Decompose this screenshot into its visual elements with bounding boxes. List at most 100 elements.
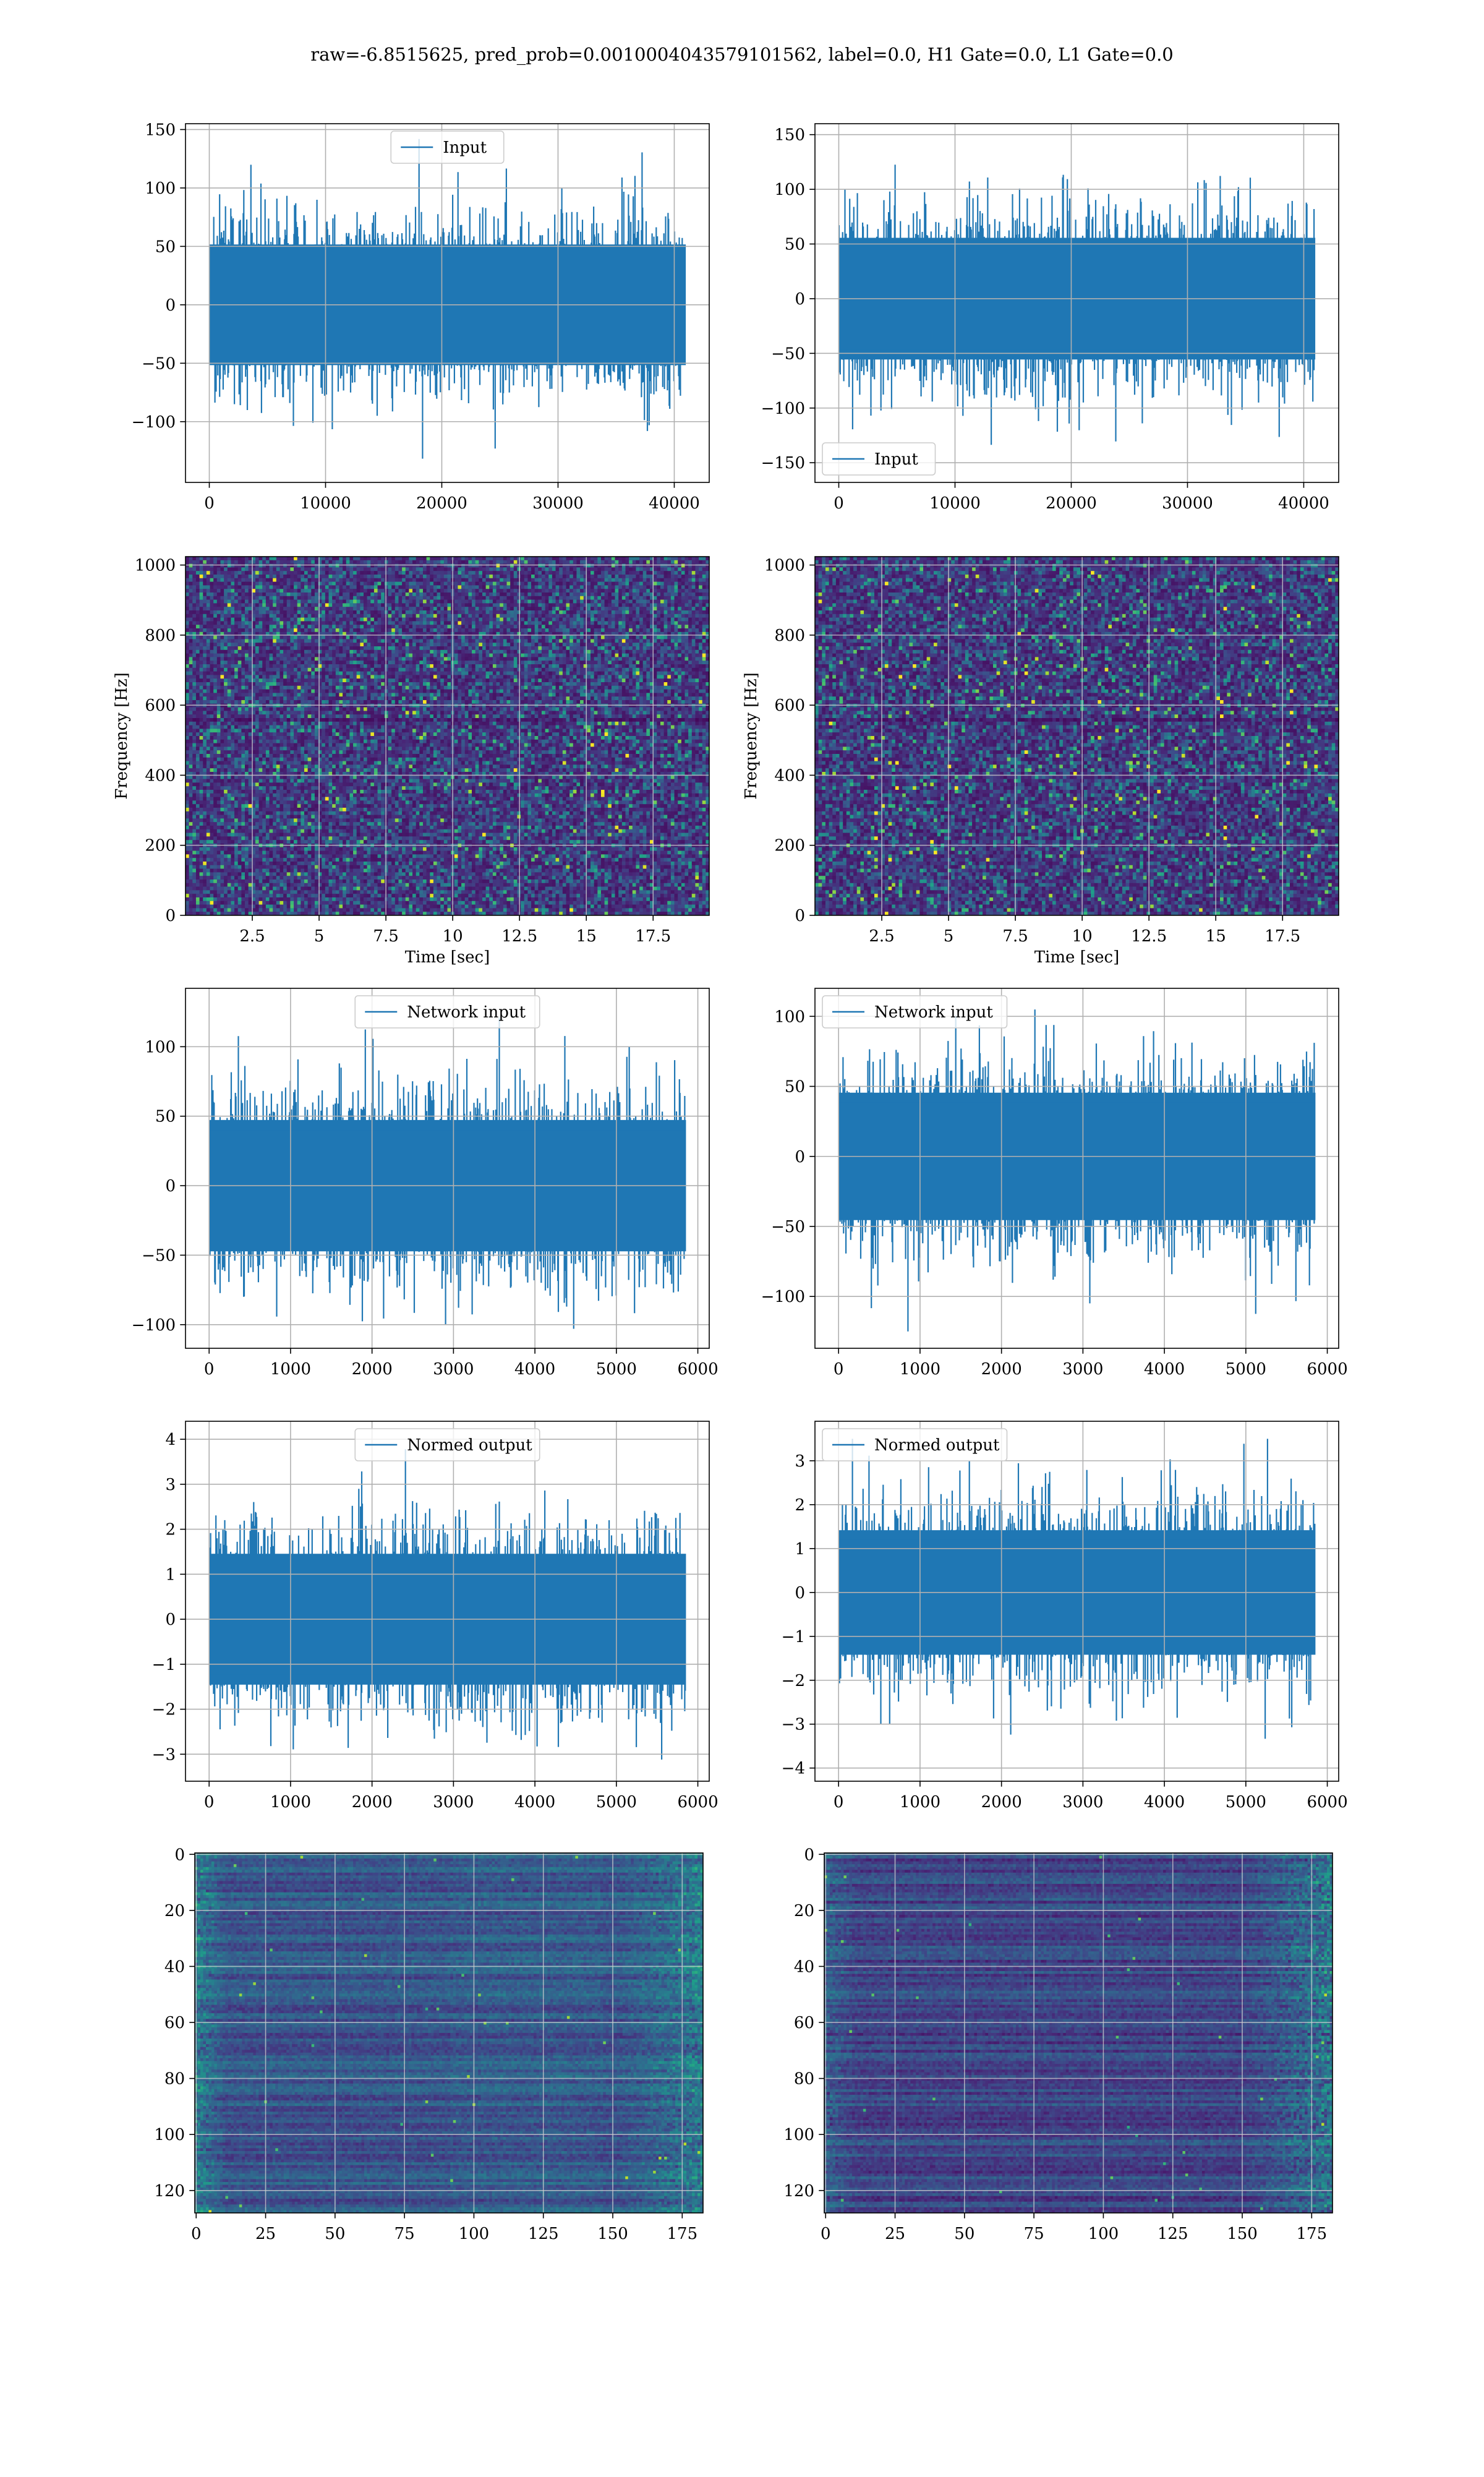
spec-left-cell — [646, 636, 650, 640]
spec-left-cell — [629, 646, 633, 650]
spec-left-cell — [605, 650, 608, 654]
spec-left-cell — [220, 628, 224, 632]
spec-left-cell — [625, 654, 629, 657]
spec-left-cell — [276, 621, 280, 625]
spec-left-cell — [521, 672, 524, 675]
spec-left-cell — [444, 575, 448, 578]
spec-left-cell — [465, 636, 469, 640]
spec-left-cell — [524, 650, 528, 654]
spec-left-cell — [667, 603, 671, 607]
spec-left-cell — [294, 567, 297, 571]
spec-left-cell — [381, 596, 385, 600]
spec-left-cell — [521, 625, 524, 628]
spec-left-cell — [675, 582, 678, 586]
spec-left-cell — [290, 672, 294, 675]
spec-left-cell — [545, 664, 549, 668]
spec-left-cell — [671, 639, 675, 643]
spec-left-cell — [290, 636, 294, 640]
spec-left-cell — [695, 567, 699, 571]
spec-left-cell — [294, 661, 297, 664]
spec-left-cell — [489, 571, 493, 575]
spec-left-cell — [283, 654, 287, 657]
spec-left-cell — [381, 564, 385, 568]
spec-left-cell — [262, 596, 266, 600]
spec-left-cell — [224, 610, 228, 614]
spec-left-cell — [465, 560, 469, 564]
spec-left-cell — [367, 560, 371, 564]
spec-left-cell — [448, 625, 451, 628]
spec-left-cell — [684, 664, 688, 668]
spec-left-cell — [506, 575, 510, 578]
spec-left-cell — [681, 557, 685, 560]
spec-left-cell — [548, 564, 552, 568]
spec-left-cell — [702, 643, 706, 646]
spec-left-cell — [433, 650, 437, 654]
spec-left-cell — [311, 567, 315, 571]
spec-left-cell — [398, 578, 402, 582]
spec-left-cell — [213, 610, 217, 614]
spec-left-cell — [563, 614, 566, 618]
spec-left-cell — [681, 593, 685, 596]
spec-left-cell — [563, 646, 566, 650]
spec-left-cell — [566, 650, 569, 654]
spec-left-cell — [584, 567, 587, 571]
spec-left-cell — [458, 618, 461, 622]
spec-left-cell — [636, 610, 639, 614]
spec-left-cell — [514, 575, 518, 578]
spec-left-cell — [364, 585, 367, 589]
spec-left-cell — [629, 650, 633, 654]
spec-left-cell — [527, 614, 531, 618]
spec-left-cell — [322, 618, 325, 622]
spec-left-cell — [228, 621, 231, 625]
spec-left-cell — [245, 657, 249, 661]
spec-left-cell — [692, 560, 696, 564]
spec-left-cell — [419, 557, 423, 560]
spec-left-cell — [612, 582, 615, 586]
spec-left-cell — [423, 639, 427, 643]
spec-left-cell — [270, 668, 273, 672]
spec-left-cell — [584, 575, 587, 578]
spec-left-cell — [325, 589, 329, 593]
spec-left-cell — [573, 661, 577, 664]
spec-left-cell — [308, 643, 312, 646]
spec-left-cell — [702, 582, 706, 586]
spec-left-cell — [548, 668, 552, 672]
spec-left-cell — [336, 567, 339, 571]
spec-left-cell — [667, 628, 671, 632]
spec-left-cell — [538, 668, 542, 672]
spec-left-cell — [329, 646, 333, 650]
spec-left-cell — [196, 585, 200, 589]
spec-left-cell — [594, 664, 598, 668]
spec-left-cell — [563, 625, 566, 628]
spec-left-cell — [196, 575, 200, 578]
spec-left-cell — [587, 661, 591, 664]
spec-left-cell — [437, 571, 441, 575]
spec-left-cell — [234, 646, 238, 650]
spec-left-cell — [472, 668, 475, 672]
spec-left-cell — [231, 557, 234, 560]
spec-left-cell — [657, 621, 660, 625]
spec-left-cell — [612, 664, 615, 668]
spec-left-cell — [266, 567, 270, 571]
spec-left-cell — [448, 646, 451, 650]
spec-left-cell — [353, 575, 357, 578]
spec-left-cell — [266, 646, 270, 650]
spec-left-cell — [500, 567, 503, 571]
spec-left-cell — [262, 654, 266, 657]
spec-left-cell — [273, 560, 276, 564]
spec-left-cell — [584, 614, 587, 618]
spec-left-cell — [563, 650, 566, 654]
spec-left-cell — [343, 575, 346, 578]
spec-left-cell — [573, 621, 577, 625]
spec-left-cell — [378, 575, 382, 578]
spec-left-cell — [301, 603, 304, 607]
spec-left-cell — [559, 578, 563, 582]
spec-left-cell — [406, 668, 409, 672]
spec-left-cell — [381, 614, 385, 618]
spec-left-cell — [510, 646, 514, 650]
spec-left-cell — [402, 618, 406, 622]
spec-left-cell — [395, 646, 399, 650]
spec-left-cell — [262, 672, 266, 675]
spec-left-cell — [573, 596, 577, 600]
spec-left-cell — [427, 654, 430, 657]
